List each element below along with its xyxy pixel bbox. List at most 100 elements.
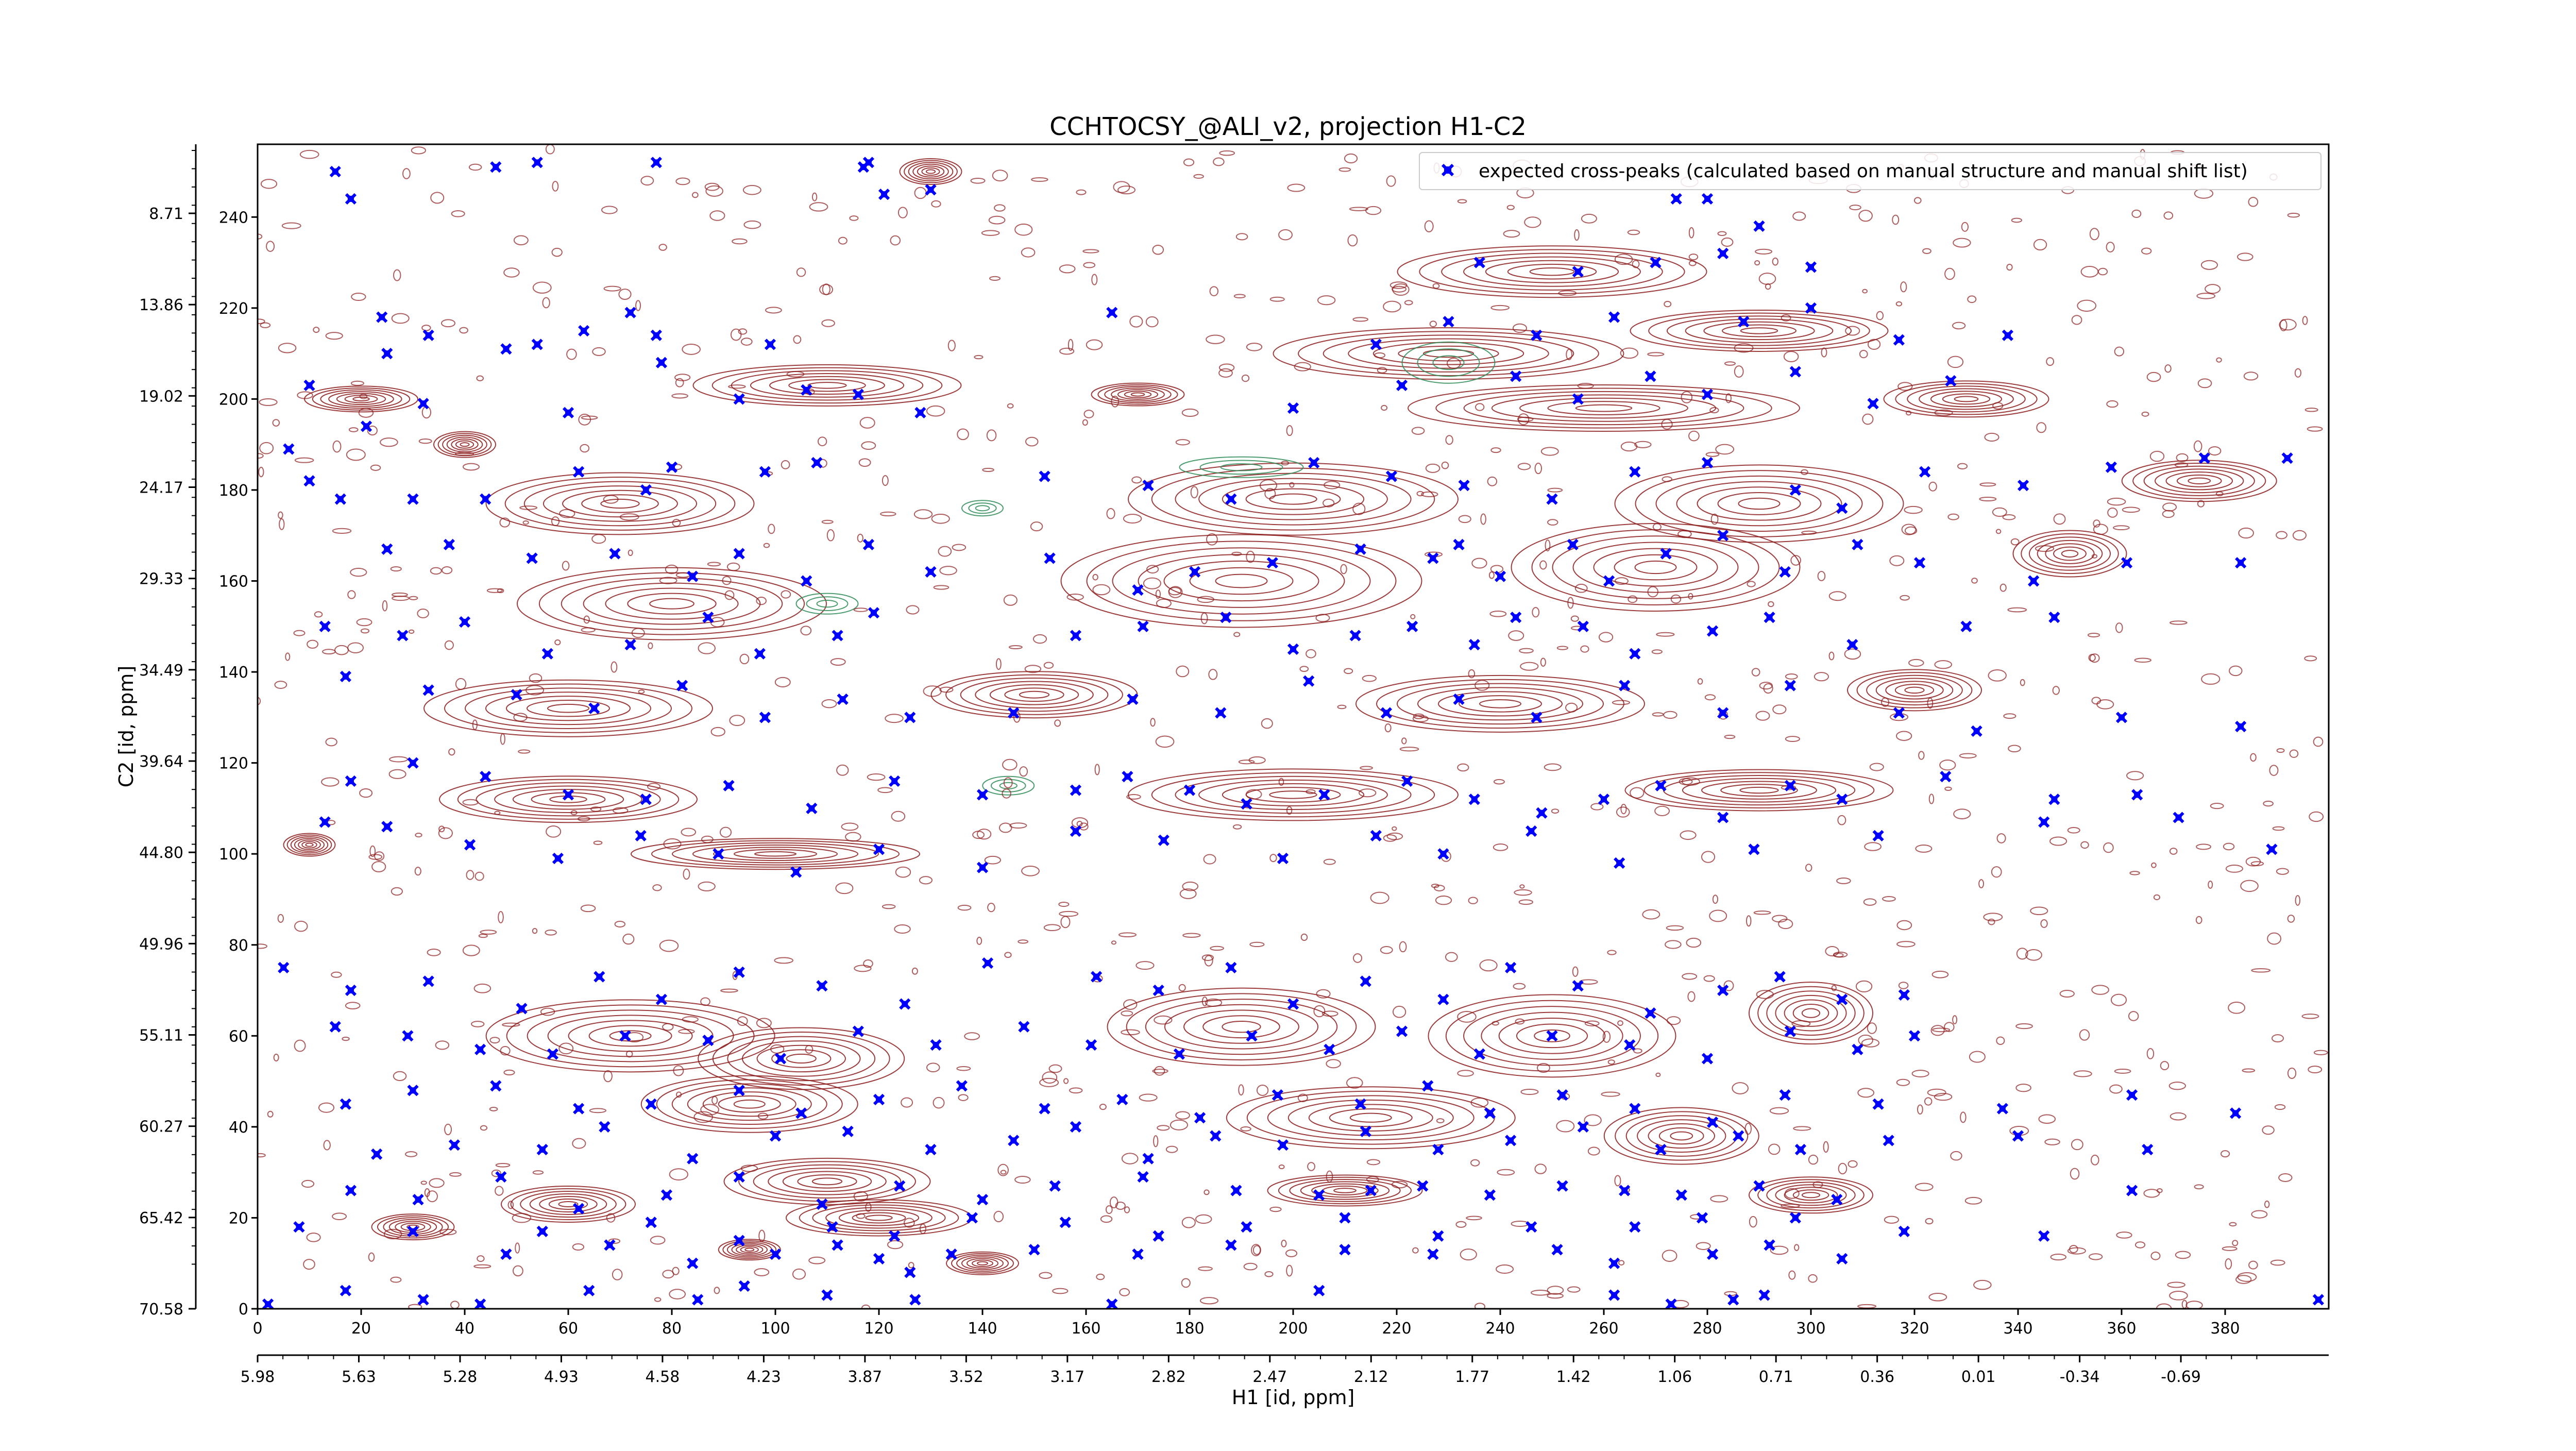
- cross-peak-marker: [594, 971, 605, 983]
- noise-contour: [768, 524, 775, 534]
- contour-ring: [1128, 768, 1459, 821]
- noise-contour: [350, 380, 364, 386]
- noise-contour: [562, 561, 570, 571]
- y-ppm-tick-label: 24.17: [139, 479, 183, 497]
- contour-ring: [768, 1168, 887, 1195]
- noise-contour: [635, 300, 641, 311]
- cross-peak-marker: [1655, 1143, 1667, 1156]
- noise-contour: [2174, 462, 2189, 468]
- cross-peak-marker: [640, 794, 652, 805]
- noise-contour: [1170, 1119, 1189, 1131]
- contour-ring: [687, 1087, 812, 1121]
- noise-contour: [1021, 865, 1040, 876]
- cross-peak-marker: [1396, 379, 1408, 392]
- noise-contour: [1544, 763, 1562, 771]
- cross-peak-marker: [1577, 1121, 1589, 1133]
- noise-contour: [613, 807, 629, 814]
- noise-contour: [2090, 1154, 2099, 1166]
- contour-ring: [1575, 404, 1633, 412]
- cross-peak-marker: [340, 1285, 351, 1296]
- cross-peak-marker: [1836, 1253, 1848, 1265]
- noise-contour: [808, 1256, 826, 1264]
- cross-peak-marker: [511, 689, 522, 701]
- cross-peak-marker: [541, 648, 553, 660]
- noise-contour: [1175, 439, 1190, 446]
- x-ppm-tick-label: 3.17: [1050, 1368, 1084, 1386]
- noise-contour: [342, 1036, 350, 1041]
- cross-peak-marker: [1572, 980, 1584, 992]
- noise-contour: [1025, 436, 1039, 447]
- noise-contour: [2272, 826, 2285, 831]
- y-ppm-tick-label: 60.27: [139, 1118, 183, 1136]
- noise-contour: [2093, 519, 2100, 528]
- contour-ring: [1658, 1127, 1704, 1145]
- noise-contour: [1317, 295, 1336, 306]
- cross-peak-marker: [412, 1194, 424, 1206]
- noise-contour: [740, 338, 753, 346]
- cross-peak-marker: [1494, 570, 1506, 582]
- contour-ring: [961, 500, 1004, 517]
- noise-contour: [1930, 1025, 1945, 1036]
- noise-contour: [1960, 1111, 1967, 1123]
- noise-contour: [1656, 632, 1675, 637]
- cross-peak-marker: [1142, 1153, 1154, 1165]
- noise-contour: [356, 618, 372, 627]
- noise-contour: [1269, 296, 1285, 302]
- noise-contour: [285, 652, 291, 661]
- noise-contour: [1519, 884, 1525, 889]
- contour-ring: [1222, 1020, 1261, 1033]
- cross-peak-marker: [1567, 538, 1579, 550]
- y-ppm-tick-label: 55.11: [139, 1027, 183, 1045]
- cross-peak-marker: [1608, 311, 1620, 323]
- noise-contour: [1988, 669, 2007, 682]
- noise-contour: [2070, 1168, 2080, 1180]
- cross-peak-marker: [500, 1248, 512, 1260]
- cross-peak-marker: [873, 1253, 885, 1265]
- noise-contour: [1475, 403, 1485, 411]
- cross-peak-marker: [1070, 825, 1082, 837]
- noise-contour: [2272, 1034, 2284, 1043]
- noise-contour: [809, 202, 828, 212]
- contour-ring: [975, 681, 1094, 708]
- noise-contour: [390, 566, 402, 572]
- noise-contour: [1652, 712, 1664, 717]
- cross-peak-marker: [702, 612, 714, 623]
- noise-contour: [388, 769, 406, 779]
- noise-contour: [1681, 391, 1693, 403]
- y-ppm-tick-label: 44.80: [139, 844, 183, 862]
- contour-ring: [1151, 467, 1435, 531]
- cross-peak-marker: [650, 329, 662, 341]
- contour-ring: [476, 782, 661, 817]
- contour-ring: [925, 169, 936, 174]
- noise-contour: [278, 511, 283, 519]
- noise-contour: [1705, 452, 1720, 457]
- noise-contour: [669, 1289, 686, 1300]
- noise-contour: [1772, 257, 1778, 266]
- noise-contour: [1973, 1279, 1992, 1290]
- noise-contour: [1715, 444, 1735, 455]
- contour-ring: [825, 1207, 933, 1229]
- cross-peak-marker: [531, 339, 543, 350]
- noise-contour: [1895, 301, 1903, 307]
- cross-peak-marker: [1572, 393, 1584, 405]
- noise-contour: [1014, 1176, 1031, 1184]
- contour-ring: [423, 679, 713, 737]
- noise-contour: [707, 562, 721, 567]
- noise-contour: [933, 585, 950, 590]
- noise-contour: [1616, 806, 1630, 818]
- cross-peak-marker: [2105, 461, 2117, 473]
- noise-contour: [2195, 916, 2202, 924]
- cross-peak-marker: [1872, 830, 1884, 841]
- noise-contour: [705, 185, 723, 197]
- contour-ring: [1273, 327, 1624, 380]
- noise-contour: [409, 596, 418, 600]
- cross-peak-marker: [1059, 1217, 1071, 1228]
- contour-ring: [433, 431, 496, 458]
- noise-contour: [658, 244, 667, 251]
- noise-contour: [981, 230, 1000, 236]
- noise-contour: [593, 840, 603, 845]
- noise-contour: [2003, 713, 2016, 719]
- cross-peak-marker: [609, 548, 621, 560]
- noise-contour: [758, 1229, 766, 1242]
- noise-contour: [2208, 880, 2213, 889]
